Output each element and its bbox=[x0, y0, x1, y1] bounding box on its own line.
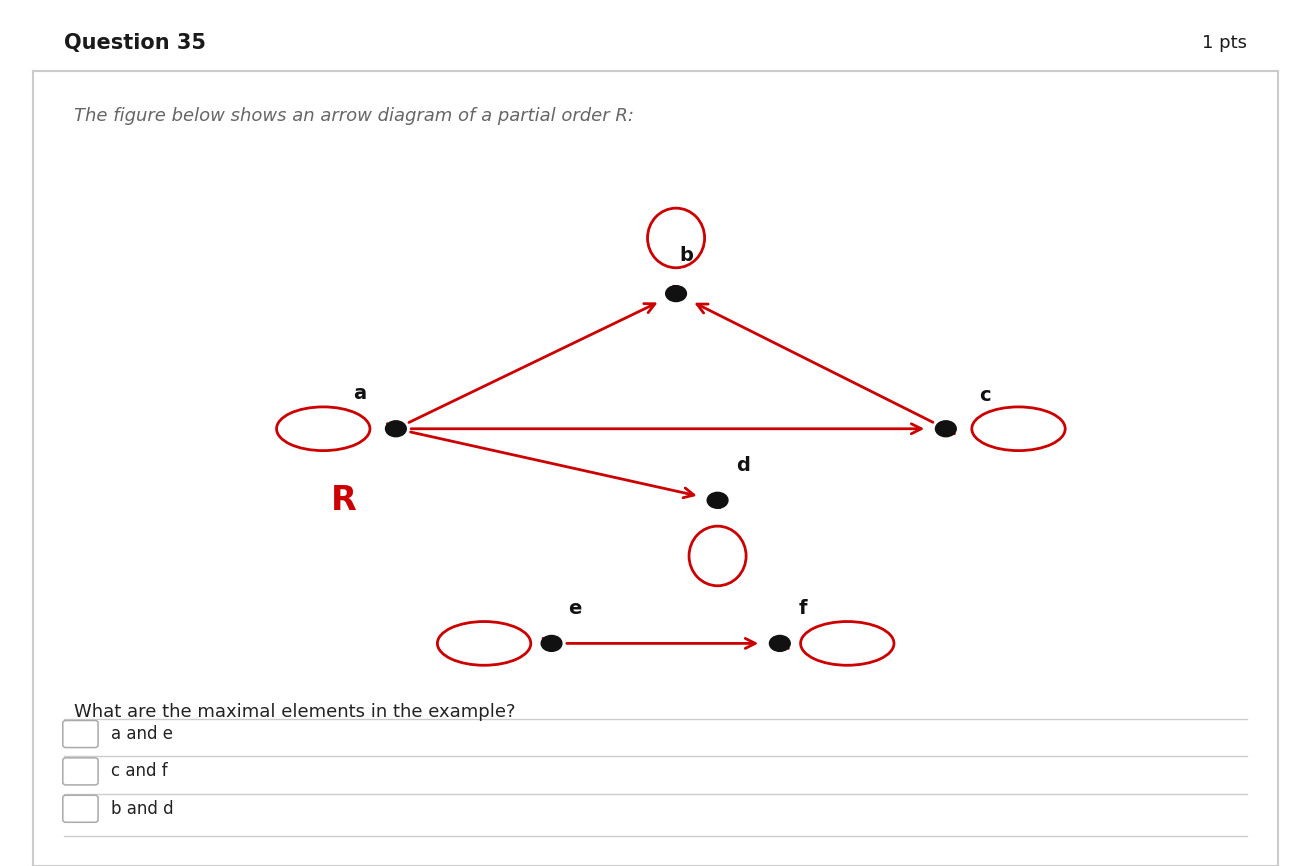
Circle shape bbox=[386, 421, 407, 436]
Circle shape bbox=[666, 286, 687, 301]
FancyBboxPatch shape bbox=[63, 795, 98, 823]
Text: R: R bbox=[331, 484, 357, 517]
Circle shape bbox=[708, 493, 729, 508]
Text: e: e bbox=[568, 599, 581, 618]
Text: a and e: a and e bbox=[110, 725, 173, 743]
Text: c and f: c and f bbox=[110, 762, 167, 780]
Text: a: a bbox=[353, 385, 366, 404]
Text: b: b bbox=[679, 246, 693, 265]
Text: What are the maximal elements in the example?: What are the maximal elements in the exa… bbox=[75, 703, 515, 721]
Text: The figure below shows an arrow diagram of a partial order R:: The figure below shows an arrow diagram … bbox=[75, 107, 634, 125]
Text: b and d: b and d bbox=[110, 800, 173, 818]
Circle shape bbox=[769, 636, 790, 651]
Circle shape bbox=[542, 636, 562, 651]
FancyBboxPatch shape bbox=[63, 758, 98, 785]
Text: f: f bbox=[798, 599, 807, 618]
Text: d: d bbox=[736, 456, 751, 475]
Circle shape bbox=[935, 421, 956, 436]
FancyBboxPatch shape bbox=[63, 721, 98, 747]
Text: c: c bbox=[980, 386, 991, 405]
Text: 1 pts: 1 pts bbox=[1202, 34, 1247, 52]
Text: Question 35: Question 35 bbox=[64, 33, 205, 53]
